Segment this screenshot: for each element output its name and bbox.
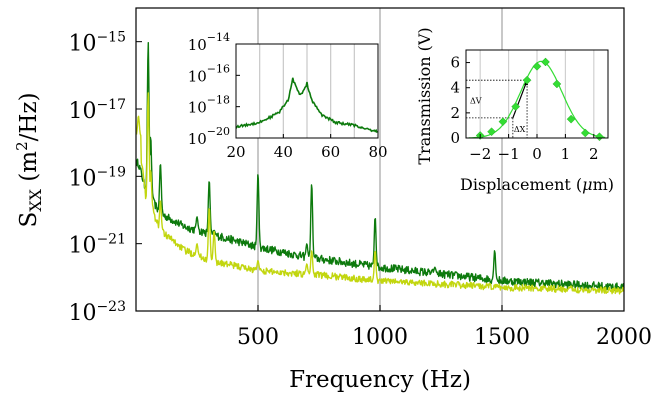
inset-spectrum-x-tick-label: 20: [226, 143, 245, 161]
inset-spectrum-x-tick-label: 80: [368, 143, 387, 161]
main-y-ticks: 10−15 10−17 10−19 10−21 10−23: [68, 30, 142, 326]
main-y-tick-label: 10−19: [68, 164, 126, 191]
inset-spectrum-y-tick-label: 10−14: [188, 31, 230, 54]
data-point: [487, 127, 496, 137]
inset-spectrum-x-tick-label: 60: [321, 143, 340, 161]
data-point: [595, 132, 604, 142]
ylabel-sub: XX: [26, 188, 45, 211]
main-y-axis-label: SXX (m2/Hz): [13, 92, 45, 227]
inset-transmission-y-ticks: 0 2 4 6: [450, 54, 470, 147]
inset-transmission-y-label: Transmission (V): [415, 27, 434, 164]
ylabel-base: S: [16, 212, 42, 228]
inset-spectrum-line: [235, 77, 378, 134]
ylabel-unit-sup: 2: [13, 141, 31, 151]
data-point: [498, 117, 508, 127]
data-point: [552, 79, 562, 89]
data-point: [511, 102, 521, 111]
inset-transmission-x-tick-label: 0: [532, 145, 542, 163]
inset-spectrum-y-tick-label: 10−20: [188, 125, 230, 148]
main-plot: 500 1000 1500 2000 10−1510−1710−1910−2110−2…: [13, 7, 652, 393]
inset-spectrum-x-ticks: 20 40 60 80: [226, 134, 388, 161]
inset-transmission-y-tick-label: 4: [450, 79, 460, 97]
data-point: [541, 57, 550, 67]
main-x-axis-label: Frequency (Hz): [289, 367, 471, 393]
inset-transmission-x-tick-label: 1: [561, 145, 571, 163]
main-y-tick-label: 10−17: [68, 97, 126, 124]
inset-transmission-y-tick-label: 2: [450, 104, 460, 122]
inset-transmission-y-tick-label: 0: [450, 129, 460, 147]
inset-spectrum-grid: [259, 44, 355, 138]
main-y-tick-label: 10−21: [68, 232, 126, 259]
inset-spectrum-series: [235, 77, 378, 134]
inset-transmission-x-ticks: −2 −1 0 1 2: [469, 134, 599, 163]
data-point: [566, 114, 576, 124]
inset-transmission-x-label: Displacement (μm): [460, 175, 614, 194]
inset-transmission-x-tick-label: −2: [469, 145, 491, 163]
inset-spectrum: 20 40 60 80 10−14 10−16 10−18 10−20: [188, 31, 388, 161]
ylabel-unit-post: /Hz): [16, 92, 42, 141]
inset-transmission-x-tick-label: 2: [589, 145, 599, 163]
inset-spectrum-y-tick-label: 10−16: [188, 62, 230, 85]
main-y-tick-label: 10−23: [68, 299, 126, 326]
inset-spectrum-x-tick-label: 40: [274, 143, 293, 161]
inset-spectrum-y-ticks: 10−14 10−16 10−18 10−20: [188, 31, 240, 148]
main-series-line: [135, 42, 625, 292]
data-point: [532, 61, 542, 71]
main-series-line: [135, 92, 625, 295]
inset-transmission-x-tick-label: −1: [498, 145, 520, 163]
ylabel-unit-pre: (m: [16, 151, 42, 189]
inset-spectrum-frame: [235, 43, 379, 139]
main-x-tick-label: 500: [237, 325, 279, 350]
annotation-dx: ΔX: [514, 125, 526, 134]
main-x-tick-label: 1500: [474, 325, 530, 350]
inset-transmission-y-tick-label: 6: [450, 54, 460, 72]
main-x-tick-label: 2000: [596, 325, 652, 350]
main-x-ticks: 500 1000 1500 2000: [237, 305, 652, 350]
main-series: [135, 42, 625, 295]
annotation-dv: ΔV: [470, 96, 482, 105]
data-point: [522, 75, 532, 85]
inset-spectrum-y-tick-label: 10−18: [188, 94, 230, 117]
main-y-tick-label: 10−15: [68, 30, 126, 57]
data-point: [580, 128, 590, 138]
main-x-tick-label: 1000: [352, 325, 408, 350]
slope-arrow: [512, 82, 527, 119]
